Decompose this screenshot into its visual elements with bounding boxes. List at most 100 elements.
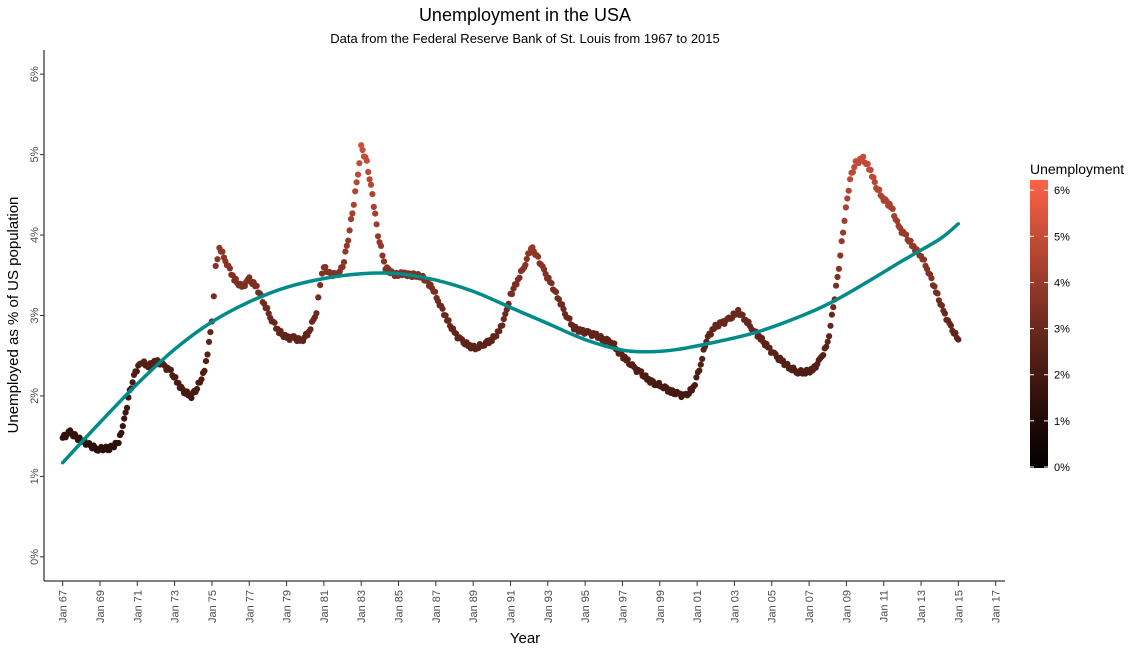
data-point	[838, 238, 845, 245]
chart-title: Unemployment in the USA	[419, 5, 631, 25]
data-point	[835, 265, 843, 272]
data-point	[367, 181, 375, 188]
x-tick-label: Jan 99	[655, 590, 667, 623]
data-point	[340, 259, 348, 266]
data-point	[352, 188, 359, 195]
data-point	[826, 333, 833, 340]
data-point	[379, 252, 386, 259]
y-tick-label: 6%	[29, 66, 41, 82]
data-point	[823, 343, 830, 350]
data-point	[840, 229, 847, 236]
data-point	[226, 265, 233, 272]
data-point	[907, 237, 914, 244]
legend-label: 3%	[1054, 324, 1070, 336]
x-tick-label: Jan 67	[58, 590, 70, 623]
data-point	[928, 275, 935, 282]
legend-label: 6%	[1054, 185, 1070, 197]
x-tick-label: Jan 77	[244, 590, 256, 623]
data-point	[439, 305, 446, 312]
data-point	[844, 195, 851, 202]
legend-colorbar	[1030, 180, 1048, 468]
x-tick-label: Jan 71	[132, 590, 144, 623]
x-tick-label: Jan 17	[991, 590, 1003, 623]
data-point	[558, 301, 566, 308]
data-point	[129, 379, 136, 386]
data-point	[934, 290, 941, 297]
data-point	[350, 201, 357, 208]
plot-area	[59, 142, 962, 465]
data-point	[353, 179, 360, 186]
trend-line	[60, 222, 961, 465]
y-tick-label: 5%	[29, 146, 41, 162]
data-point	[903, 231, 910, 238]
data-point	[849, 169, 857, 176]
data-point	[876, 186, 883, 193]
data-point	[508, 290, 516, 298]
data-point	[548, 280, 555, 287]
data-point	[496, 328, 503, 335]
data-point	[766, 344, 773, 351]
data-point	[870, 174, 877, 181]
x-tick-label: Jan 81	[319, 590, 331, 623]
data-point	[693, 374, 700, 381]
data-point	[828, 311, 836, 318]
data-point	[739, 311, 746, 318]
data-point	[342, 248, 349, 255]
data-point	[931, 283, 938, 290]
data-point	[500, 316, 507, 323]
data-point	[271, 319, 278, 326]
x-tick-label: Jan 01	[692, 590, 704, 623]
data-point	[952, 329, 959, 336]
data-point	[202, 358, 210, 365]
x-tick-label: Jan 87	[431, 590, 443, 623]
data-point	[445, 317, 452, 324]
data-point	[867, 166, 874, 174]
legend-label: 1%	[1054, 416, 1070, 428]
data-point	[697, 361, 704, 368]
data-point	[624, 356, 631, 363]
data-point	[864, 160, 871, 167]
data-point	[264, 304, 271, 312]
data-point	[696, 367, 703, 374]
data-point	[837, 252, 844, 259]
data-point	[167, 366, 174, 373]
y-tick-label: 3%	[29, 307, 41, 323]
data-point	[847, 176, 854, 183]
data-point	[339, 263, 346, 270]
data-point	[198, 376, 205, 383]
data-point	[204, 351, 211, 358]
data-point	[345, 237, 352, 244]
data-point	[313, 310, 320, 317]
x-axis-title: Year	[510, 630, 540, 647]
data-point	[820, 352, 827, 359]
data-point	[210, 293, 217, 300]
data-point	[947, 322, 955, 329]
data-point	[552, 288, 560, 295]
data-point	[315, 294, 322, 301]
legend-label: 4%	[1054, 277, 1070, 289]
data-point	[188, 394, 195, 402]
data-point	[499, 322, 506, 329]
data-point	[207, 329, 214, 336]
x-tick-label: Jan 93	[543, 590, 555, 623]
x-tick-label: Jan 91	[506, 590, 518, 623]
data-point	[535, 253, 542, 260]
y-axis: 0% 1% 2% 3% 4% 5% 6%	[29, 50, 45, 581]
data-point	[172, 374, 179, 381]
data-point	[201, 367, 208, 374]
data-point	[115, 439, 122, 447]
y-tick-label: 0%	[29, 549, 41, 565]
data-point	[871, 179, 878, 186]
data-point	[824, 338, 831, 345]
y-tick-label: 1%	[29, 468, 41, 484]
data-point	[493, 333, 500, 340]
data-point	[522, 261, 529, 269]
x-tick-label: Jan 79	[282, 590, 294, 623]
data-point	[359, 146, 366, 154]
data-point	[363, 157, 370, 164]
data-point	[343, 242, 350, 249]
data-point	[317, 282, 324, 289]
data-point	[347, 216, 355, 223]
data-point	[691, 382, 699, 389]
